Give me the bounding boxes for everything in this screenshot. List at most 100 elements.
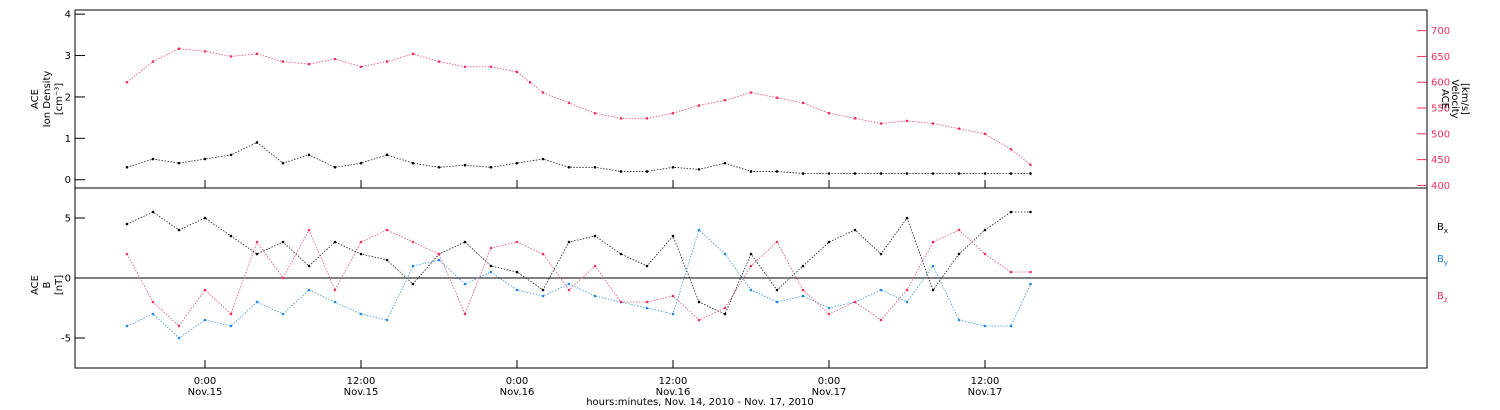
x-tick-day-1: Nov.15 bbox=[344, 387, 379, 398]
x-tick-time-0: 0:00 bbox=[194, 376, 216, 387]
x-tick-day-2: Nov.16 bbox=[500, 387, 535, 398]
series-by-point-27 bbox=[827, 306, 831, 310]
series-velocity-point-23 bbox=[697, 104, 701, 107]
legend-bx: Bx bbox=[1437, 222, 1448, 235]
series-velocity-point-16 bbox=[528, 80, 532, 84]
legend: Bx By Bz bbox=[1437, 222, 1448, 304]
series-density-point-18 bbox=[593, 166, 597, 169]
bottom-ylabel-line1: ACE bbox=[30, 275, 41, 295]
series-velocity-point-13 bbox=[463, 65, 467, 69]
legend-by: By bbox=[1437, 254, 1448, 267]
series-bz-point-11 bbox=[411, 240, 415, 244]
series-bz-point-23 bbox=[723, 306, 727, 310]
series-by-point-30 bbox=[905, 300, 909, 304]
x-tick-day-4: Nov.17 bbox=[812, 387, 847, 398]
series-density-point-12 bbox=[437, 166, 441, 169]
series-bx-trace bbox=[126, 211, 1031, 315]
series-by-point-25 bbox=[775, 300, 779, 304]
series-bz-point-12 bbox=[437, 252, 441, 256]
series-density-point-32 bbox=[957, 172, 961, 175]
series-velocity-point-6 bbox=[281, 60, 285, 63]
series-density-point-0 bbox=[125, 166, 129, 169]
series-by-point-11 bbox=[411, 264, 415, 268]
series-bx-point-15 bbox=[515, 270, 519, 274]
series-bx-point-23 bbox=[723, 312, 727, 316]
series-velocity-point-34 bbox=[983, 132, 987, 136]
series-bz-point-8 bbox=[333, 288, 337, 292]
series-density-point-6 bbox=[281, 161, 285, 165]
series-bx-point-3 bbox=[203, 216, 207, 220]
series-bz-point-14 bbox=[489, 246, 493, 250]
series-velocity-point-9 bbox=[359, 65, 363, 69]
x-axis-label: hours:minutes, Nov. 14, 2010 - Nov. 17, … bbox=[586, 397, 814, 408]
series-density-point-15 bbox=[515, 161, 519, 165]
series-bz-point-9 bbox=[359, 240, 363, 244]
series-density-point-30 bbox=[905, 172, 909, 175]
series-bx-point-25 bbox=[775, 288, 779, 292]
series-velocity-point-35 bbox=[1009, 148, 1013, 151]
series-bz-point-3 bbox=[203, 288, 207, 292]
series-by-point-4 bbox=[229, 324, 233, 328]
top-left-tick-label-0: 0 bbox=[65, 175, 71, 186]
series-bz-point-27 bbox=[827, 312, 831, 316]
series-density-point-11 bbox=[411, 161, 415, 165]
x-tick-time-1: 12:00 bbox=[347, 376, 376, 387]
series-by-point-2 bbox=[177, 336, 181, 340]
series-by-point-34 bbox=[1009, 324, 1013, 328]
series-velocity-point-20 bbox=[619, 117, 623, 120]
series-density-point-27 bbox=[827, 172, 831, 175]
series-bz-point-17 bbox=[567, 288, 571, 292]
series-by-point-24 bbox=[749, 288, 753, 292]
series-bx-point-32 bbox=[957, 252, 961, 256]
series-by-point-7 bbox=[307, 288, 311, 292]
series-bx-point-30 bbox=[905, 216, 909, 220]
series-bz-point-4 bbox=[229, 312, 233, 316]
series-velocity-point-29 bbox=[853, 117, 857, 120]
x-tick-time-4: 0:00 bbox=[818, 376, 840, 387]
series-density-point-9 bbox=[359, 161, 363, 165]
top-left-ylabel-line2: Ion Density bbox=[42, 71, 53, 128]
series-bz-point-31 bbox=[931, 240, 935, 244]
series-bz-point-15 bbox=[515, 240, 519, 244]
series-density-point-29 bbox=[879, 172, 883, 175]
series-density-point-25 bbox=[775, 170, 779, 173]
series-density-point-2 bbox=[177, 161, 181, 165]
series-by-point-5 bbox=[255, 300, 259, 304]
x-tick-day-0: Nov.15 bbox=[188, 387, 223, 398]
series-velocity-point-3 bbox=[203, 49, 207, 53]
series-bz-point-7 bbox=[307, 228, 311, 232]
series-bx-point-22 bbox=[697, 300, 701, 304]
series-by-point-12 bbox=[437, 258, 441, 262]
series-bx-point-21 bbox=[671, 234, 675, 238]
top-right-tick-label-3: 550 bbox=[1431, 104, 1450, 115]
series-bx-point-11 bbox=[411, 282, 415, 286]
series-by-point-26 bbox=[801, 294, 805, 298]
series-bx-point-34 bbox=[1009, 210, 1013, 214]
series-by-point-0 bbox=[125, 324, 129, 328]
series-by-point-21 bbox=[671, 312, 675, 316]
series-density-point-17 bbox=[567, 166, 571, 169]
top-right-tick-label-4: 600 bbox=[1431, 78, 1450, 89]
series-bz-point-1 bbox=[151, 300, 155, 304]
x-axis: 0:00Nov.1512:00Nov.150:00Nov.1612:00Nov.… bbox=[188, 180, 1002, 398]
series-bz-point-30 bbox=[905, 288, 909, 292]
top-panel: 0 1 2 3 4 400 450 500 550 600 650 700 ACE Ion Dens… bbox=[30, 9, 1470, 192]
series-density-point-31 bbox=[931, 172, 935, 175]
series-velocity-point-30 bbox=[879, 122, 883, 125]
bottom-left-tick-label-2: 5 bbox=[65, 214, 71, 225]
series-velocity-point-11 bbox=[411, 52, 415, 56]
series-velocity-point-4 bbox=[229, 55, 233, 58]
series-bx-point-19 bbox=[619, 252, 623, 256]
series-bx-point-6 bbox=[281, 240, 285, 244]
series-density-trace bbox=[126, 141, 1031, 174]
series-velocity-point-26 bbox=[775, 96, 779, 100]
series-by-point-17 bbox=[567, 282, 571, 286]
series-bx-point-4 bbox=[229, 234, 233, 238]
series-bz-point-26 bbox=[801, 288, 805, 292]
series-by-point-16 bbox=[541, 294, 545, 298]
series-velocity-point-2 bbox=[177, 47, 181, 50]
series-bx-point-10 bbox=[385, 258, 389, 262]
series-density-point-4 bbox=[229, 153, 233, 157]
top-left-ylabel-line3: [cm⁻³] bbox=[54, 83, 65, 115]
series-bx-point-2 bbox=[177, 228, 181, 232]
